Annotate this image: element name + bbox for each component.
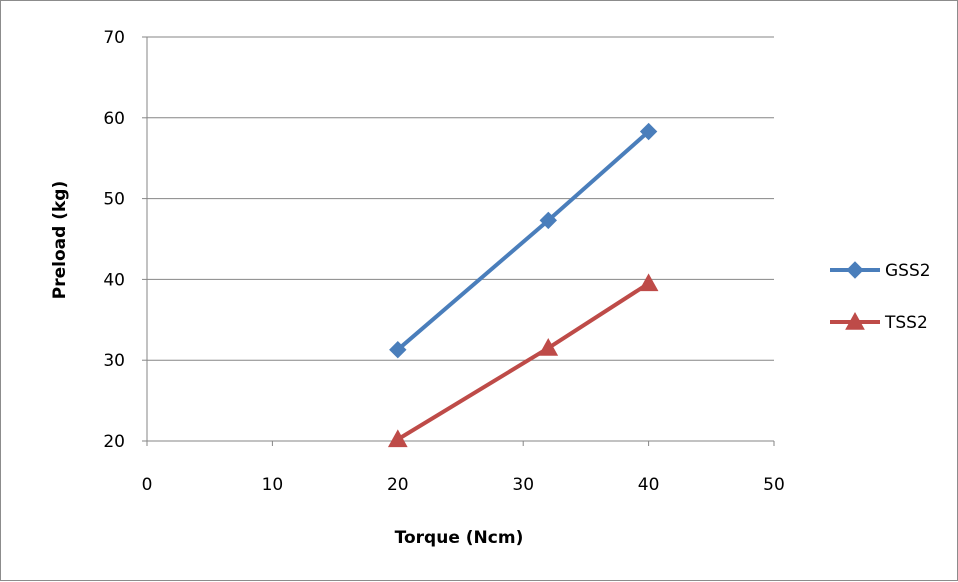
series: [387, 122, 659, 448]
y-tick-labels: 20 30 40 50 60 70: [103, 28, 125, 452]
legend-marker: [846, 261, 864, 279]
data-point: [387, 429, 408, 448]
y-tick-label: 50: [103, 190, 125, 210]
x-tick-label: 30: [512, 475, 534, 495]
x-tick-label: 0: [142, 475, 153, 495]
y-axis-title: Preload (kg): [50, 181, 70, 299]
data-point: [389, 340, 407, 359]
x-tick-label: 50: [763, 475, 785, 495]
x-tick-label: 10: [262, 475, 284, 495]
data-point: [638, 273, 659, 292]
y-tick-label: 40: [103, 270, 125, 290]
legend-label: TSS2: [884, 313, 928, 333]
x-tick-label: 40: [638, 475, 660, 495]
data-point: [639, 122, 658, 141]
y-tick-label: 60: [103, 109, 125, 129]
y-tick-label: 70: [103, 28, 125, 48]
x-tick-labels: 0 10 20 30 40 50: [142, 475, 785, 495]
series-gss2: [389, 122, 658, 359]
axes: [142, 36, 775, 446]
y-tick-label: 30: [103, 351, 125, 371]
series-line: [396, 130, 650, 352]
data-point: [539, 211, 557, 230]
legend: GSS2 TSS2: [830, 261, 931, 333]
legend-item-tss2: TSS2: [830, 311, 928, 333]
legend-item-gss2: GSS2: [830, 261, 931, 281]
gridlines: [147, 36, 774, 361]
x-tick-label: 20: [387, 475, 409, 495]
legend-label: GSS2: [885, 261, 931, 281]
data-point: [538, 338, 559, 356]
x-axis-title: Torque (Ncm): [395, 528, 524, 548]
series-line: [396, 281, 650, 442]
legend-marker: [845, 311, 865, 330]
series-tss2: [387, 273, 659, 448]
y-tick-label: 20: [103, 432, 125, 452]
